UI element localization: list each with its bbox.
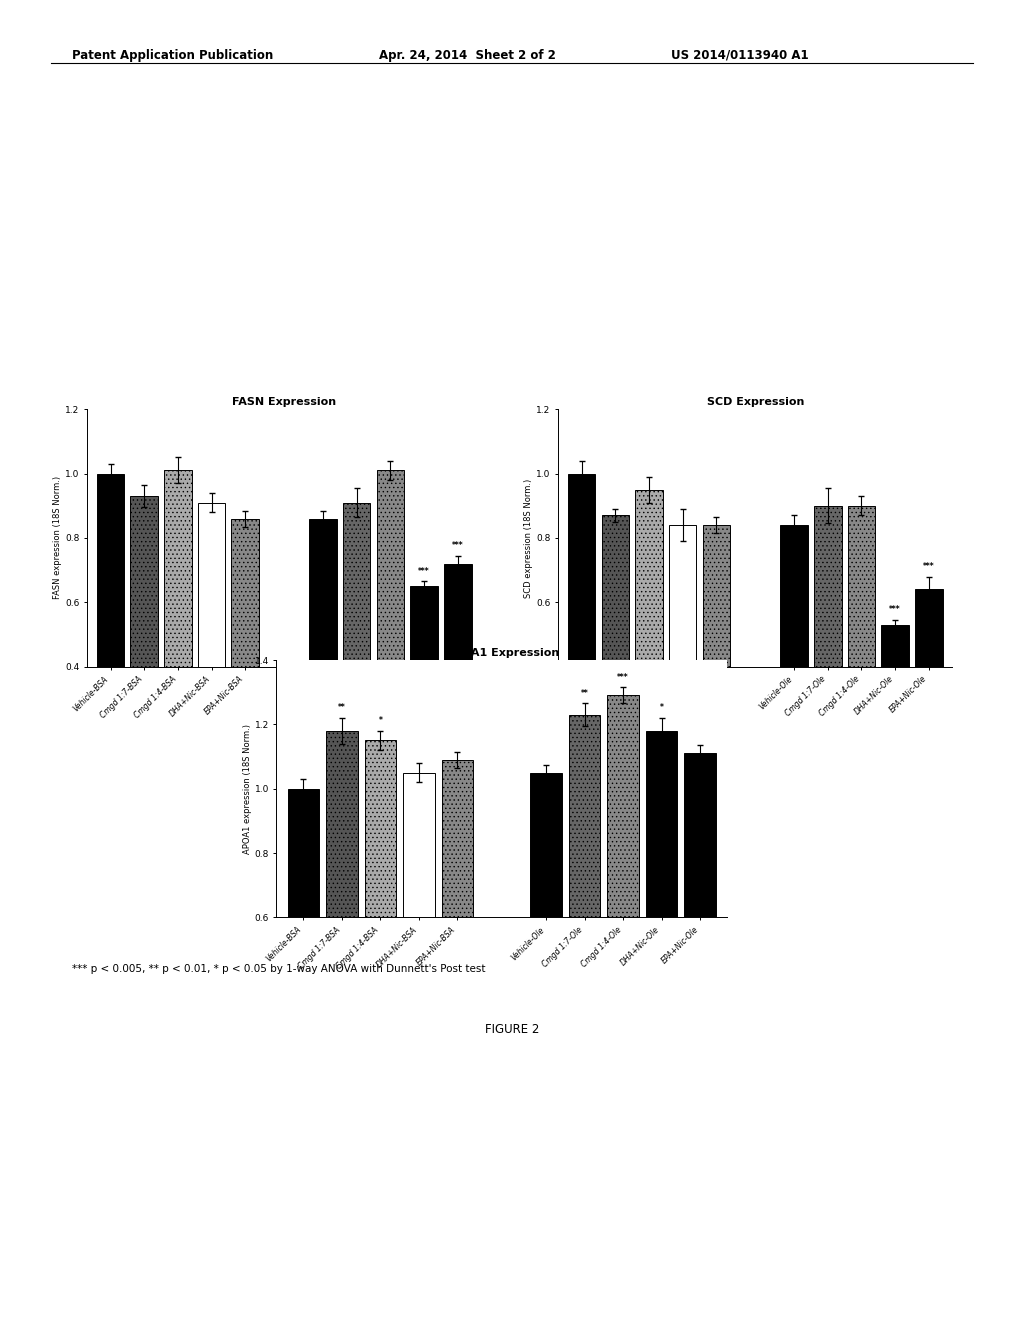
Text: Patent Application Publication: Patent Application Publication [72, 49, 273, 62]
Text: US 2014/0113940 A1: US 2014/0113940 A1 [671, 49, 808, 62]
Text: *: * [379, 715, 382, 725]
Text: Apr. 24, 2014  Sheet 2 of 2: Apr. 24, 2014 Sheet 2 of 2 [379, 49, 556, 62]
Bar [607, 696, 639, 917]
Bar [288, 788, 319, 917]
Bar [443, 564, 471, 667]
Bar [343, 503, 371, 667]
Bar [914, 589, 942, 667]
Bar [669, 525, 696, 667]
Text: **: ** [581, 689, 589, 698]
Bar [684, 754, 716, 917]
Bar [882, 624, 909, 667]
Bar [569, 714, 600, 917]
Bar [814, 506, 842, 667]
Bar [403, 772, 434, 917]
Bar [568, 474, 596, 667]
Title: APOA1 Expression: APOA1 Expression [444, 648, 559, 657]
Bar [309, 519, 337, 667]
Bar [377, 470, 404, 667]
Bar [326, 731, 357, 917]
Text: ***: *** [889, 605, 901, 614]
Text: ***: *** [452, 541, 464, 550]
Y-axis label: SCD expression (18S Norm.): SCD expression (18S Norm.) [524, 478, 534, 598]
Text: *: * [659, 704, 664, 711]
Bar [411, 586, 438, 667]
Text: **: ** [338, 704, 346, 711]
Bar [780, 525, 808, 667]
Text: *** p < 0.005, ** p < 0.01, * p < 0.05 by 1-way ANOVA with Dunnett's Post test: *** p < 0.005, ** p < 0.01, * p < 0.05 b… [72, 964, 485, 974]
Bar [601, 515, 629, 667]
Bar [130, 496, 158, 667]
Bar [646, 731, 678, 917]
Bar [198, 503, 225, 667]
Bar [164, 470, 191, 667]
Title: SCD Expression: SCD Expression [707, 397, 804, 407]
Title: FASN Expression: FASN Expression [232, 397, 336, 407]
Y-axis label: APOA1 expression (18S Norm.): APOA1 expression (18S Norm.) [243, 723, 252, 854]
Text: ***: *** [418, 566, 430, 576]
Bar [702, 525, 730, 667]
Text: ***: *** [617, 673, 629, 681]
Y-axis label: FASN expression (18S Norm.): FASN expression (18S Norm.) [53, 477, 62, 599]
Bar [530, 772, 562, 917]
Bar [635, 490, 663, 667]
Bar [97, 474, 125, 667]
Bar [365, 741, 396, 917]
Bar [441, 760, 473, 917]
Text: FIGURE 2: FIGURE 2 [484, 1023, 540, 1036]
Bar [848, 506, 876, 667]
Bar [231, 519, 259, 667]
Text: ***: *** [923, 562, 935, 570]
